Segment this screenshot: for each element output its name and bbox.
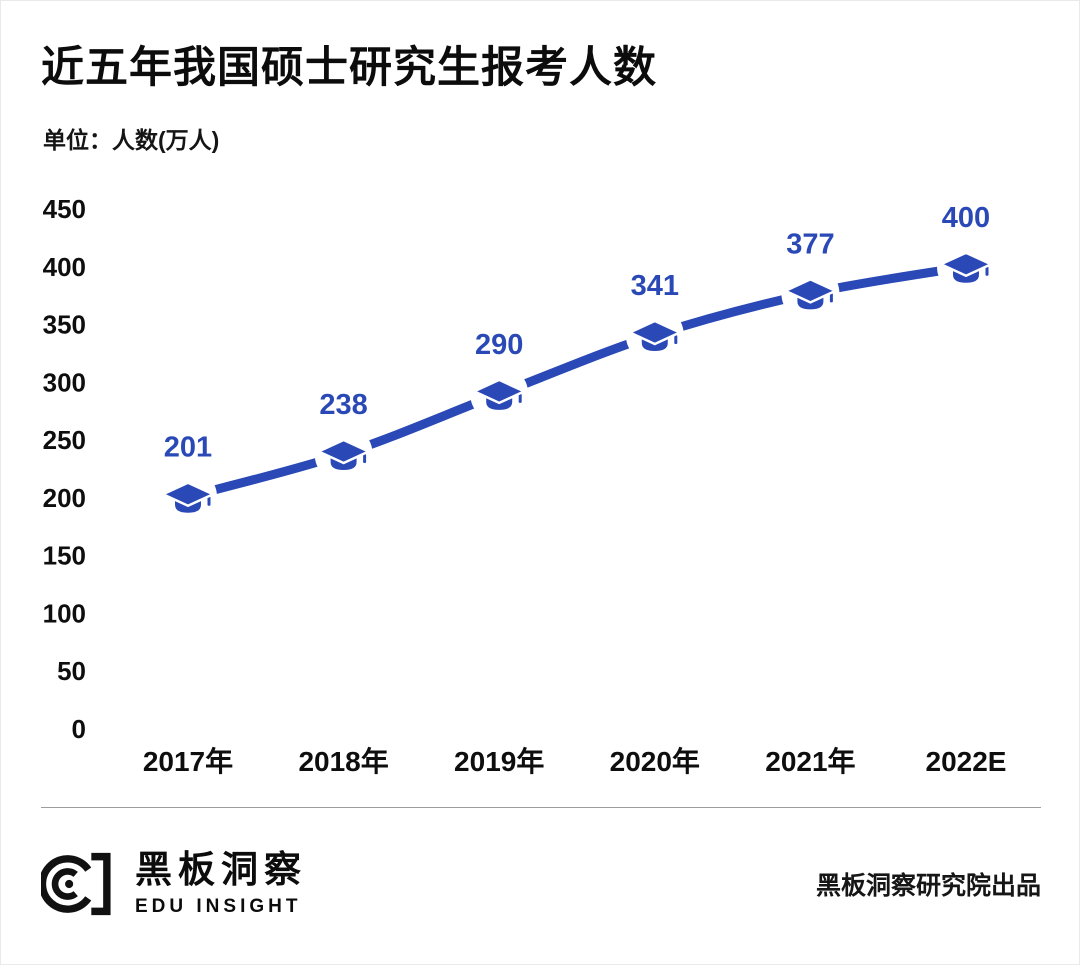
y-tick-label: 250 bbox=[43, 425, 86, 455]
y-tick-label: 100 bbox=[43, 598, 86, 628]
y-tick-label: 400 bbox=[43, 252, 86, 282]
x-tick-label: 2022E bbox=[926, 746, 1007, 777]
brand-subtitle: EDU INSIGHT bbox=[135, 895, 302, 917]
graduation-cap-icon bbox=[161, 481, 215, 513]
unit-label: 单位：人数(万人) bbox=[43, 127, 220, 153]
graduation-cap-icon bbox=[939, 251, 993, 283]
credit-text: 黑板洞察研究院出品 bbox=[815, 872, 1041, 900]
trend-line bbox=[183, 262, 971, 502]
y-tick-label: 300 bbox=[43, 367, 86, 397]
x-tick-label: 2018年 bbox=[298, 745, 388, 777]
line-chart: 0 50 100 150 200 250 300 350 400 450 2017年 2018年 201… bbox=[43, 194, 1007, 777]
page-title: 近五年我国硕士研究生报考人数 bbox=[41, 44, 657, 92]
data-label: 377 bbox=[786, 228, 834, 260]
graduation-cap-icon bbox=[317, 438, 370, 470]
data-label: 201 bbox=[164, 432, 212, 464]
footer-divider bbox=[41, 807, 1041, 808]
y-tick-label: 50 bbox=[57, 656, 86, 686]
y-tick-label: 0 bbox=[72, 714, 86, 744]
x-tick-label: 2017年 bbox=[143, 745, 233, 777]
data-label: 238 bbox=[319, 389, 367, 421]
data-label: 341 bbox=[631, 270, 679, 302]
y-tick-label: 450 bbox=[43, 194, 86, 224]
graduation-cap-icon bbox=[784, 278, 837, 310]
brand-text: 黑板洞察 EDU INSIGHT bbox=[135, 849, 307, 918]
footer: 黑板洞察 EDU INSIGHT 黑板洞察研究院出品 bbox=[41, 829, 1041, 939]
x-tick-label: 2019年 bbox=[454, 745, 544, 777]
data-label: 290 bbox=[475, 329, 523, 361]
graduation-cap-icon bbox=[472, 378, 526, 410]
y-tick-label: 350 bbox=[43, 310, 86, 340]
edu-insight-logo-icon bbox=[41, 852, 111, 916]
y-tick-label: 150 bbox=[43, 541, 86, 571]
x-tick-label: 2021年 bbox=[765, 745, 855, 777]
x-tick-label: 2020年 bbox=[610, 745, 700, 777]
graduation-cap-icon bbox=[628, 319, 682, 351]
brand-block: 黑板洞察 EDU INSIGHT bbox=[41, 847, 307, 921]
y-tick-label: 200 bbox=[43, 483, 86, 513]
brand-name: 黑板洞察 bbox=[135, 849, 307, 891]
data-label: 400 bbox=[942, 202, 990, 234]
